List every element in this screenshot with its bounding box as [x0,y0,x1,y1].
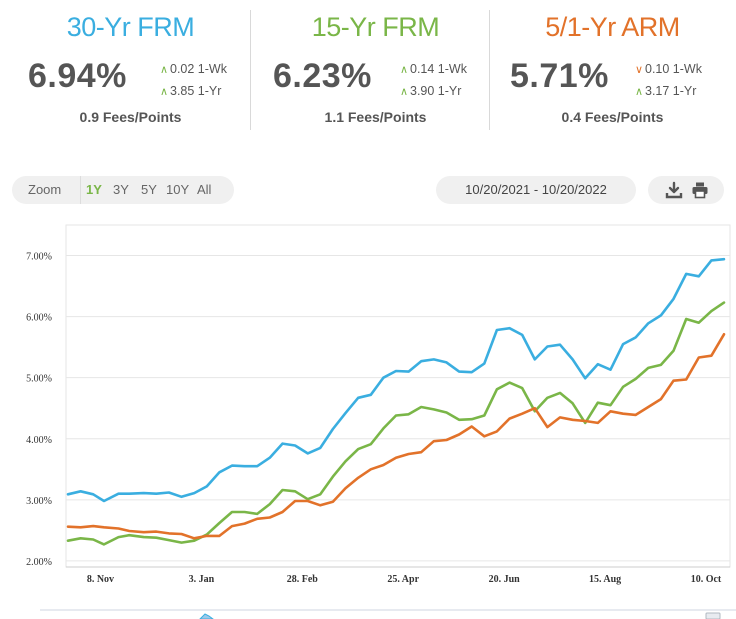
x-axis: 8. Nov 3. Jan 28. Feb 25. Apr 20. Jun 15. Aug… [66,566,730,585]
fees-points: 0.4 Fees/Points [561,109,664,125]
zoom-option-all[interactable]: All [197,182,212,197]
y-tick-label: 6.00% [26,313,52,324]
change-year: ∧ 3.90 1-Yr [398,82,467,104]
change-year: ∧ 3.17 1-Yr [633,82,702,104]
rates-summary: 30-Yr FRM 6.94% ∧ 0.02 1-Wk ∧ 3.85 1-Yr 0.… [0,0,736,150]
plot-area [65,224,731,568]
x-tick-label: 25. Apr [387,574,419,585]
rate-changes: ∨ 0.10 1-Wk ∧ 3.17 1-Yr [633,60,702,104]
date-range[interactable]: 10/20/2021 - 10/20/2022 [436,176,636,204]
navigator [40,609,736,619]
divider [489,10,490,130]
y-tick-label: 7.00% [26,252,52,263]
x-tick-label: 3. Jan [189,574,215,585]
zoom-option-10y[interactable]: 10Y [166,182,190,197]
print-icon[interactable] [691,181,709,199]
arrow-up-icon: ∧ [159,86,169,98]
change-year-text: 3.17 1-Yr [645,84,697,98]
rate-value: 6.94% [28,57,127,95]
change-week-text: 0.14 1-Wk [410,62,467,76]
change-week: ∨ 0.10 1-Wk [633,60,702,82]
fees-points: 0.9 Fees/Points [79,109,182,125]
y-tick-label: 5.00% [26,374,52,385]
y-axis: 2.00% 3.00% 4.00% 5.00% 6.00% 7.00% [26,252,52,568]
y-tick-label: 3.00% [26,496,52,507]
change-week: ∧ 0.02 1-Wk [158,60,227,82]
y-tick-label: 4.00% [26,435,52,446]
x-tick-label: 15. Aug [589,574,621,585]
change-week: ∧ 0.14 1-Wk [398,60,467,82]
change-year-text: 3.85 1-Yr [170,84,222,98]
rate-card-30yr: 30-Yr FRM 6.94% ∧ 0.02 1-Wk ∧ 3.85 1-Yr 0.… [8,0,253,140]
zoom-option-1y[interactable]: 1Y [86,182,102,197]
arrow-up-icon: ∧ [634,86,644,98]
x-tick-label: 10. Oct [691,574,722,585]
rate-changes: ∧ 0.02 1-Wk ∧ 3.85 1-Yr [158,60,227,104]
rate-name: 30-Yr FRM [66,12,195,42]
zoom-selector: Zoom 1Y 3Y 5Y 10Y All [12,176,234,204]
series-lines [66,257,726,546]
change-year: ∧ 3.85 1-Yr [158,82,227,104]
zoom-divider [80,176,81,204]
gridlines [65,224,731,568]
series-line [66,257,726,503]
x-tick-label: 28. Feb [287,574,319,585]
rate-value: 5.71% [510,57,609,95]
x-tick-label: 8. Nov [87,574,114,585]
change-year-text: 3.90 1-Yr [410,84,462,98]
fees-points: 1.1 Fees/Points [324,109,427,125]
rate-history-chart: 2.00% 3.00% 4.00% 5.00% 6.00% 7.00% 8. Nov 3. … [26,224,736,619]
change-week-text: 0.10 1-Wk [645,62,702,76]
rate-value: 6.23% [273,57,372,95]
rate-card-15yr: 15-Yr FRM 6.23% ∧ 0.14 1-Wk ∧ 3.90 1-Yr 1.… [253,0,498,140]
change-week-text: 0.02 1-Wk [170,62,227,76]
arrow-down-icon: ∨ [634,64,644,76]
download-icon[interactable] [665,181,683,199]
series-line [66,333,726,540]
rate-name: 15-Yr FRM [311,12,440,42]
rate-card-arm: 5/1-Yr ARM 5.71% ∨ 0.10 1-Wk ∧ 3.17 1-Yr 0… [490,0,735,140]
x-tick-label: 20. Jun [489,574,521,585]
arrow-up-icon: ∧ [399,86,409,98]
arrow-up-icon: ∧ [159,64,169,76]
arrow-up-icon: ∧ [399,64,409,76]
zoom-option-5y[interactable]: 5Y [141,182,157,197]
navigator-series [199,613,214,619]
navigator-handle [705,612,721,619]
zoom-label: Zoom [28,182,62,197]
rate-changes: ∧ 0.14 1-Wk ∧ 3.90 1-Yr [398,60,467,104]
zoom-option-3y[interactable]: 3Y [113,182,129,197]
y-tick-label: 2.00% [26,557,52,568]
series-line [66,301,726,546]
chart-tools [648,176,724,204]
rate-name: 5/1-Yr ARM [545,12,680,42]
divider [250,10,251,130]
